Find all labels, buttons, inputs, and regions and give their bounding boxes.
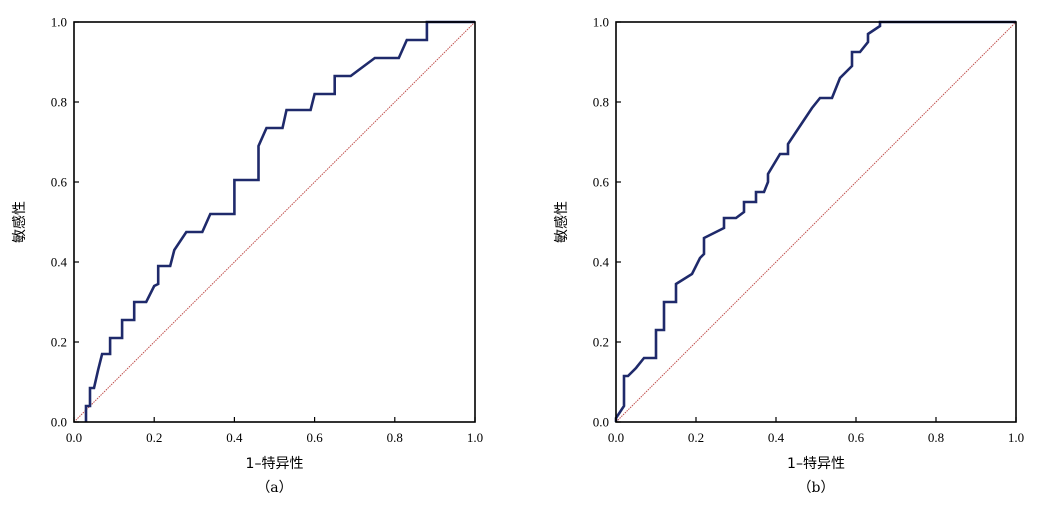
y-tick-label: 0.8 [51, 95, 67, 110]
y-axis-label: 敏感性 [553, 201, 570, 243]
x-tick-label: 0.4 [768, 430, 785, 445]
x-tick-label: 0.4 [226, 430, 243, 445]
chart-panel-b: 0.0 0.2 0.4 0.6 0.8 1.0 0.0 0.2 0.4 0.6 0.8 1.0 1–特异… [553, 15, 1024, 497]
y-tick-label: 0.6 [593, 175, 610, 190]
reference-diagonal-line [615, 21, 1017, 423]
y-tick-label: 0.2 [593, 335, 609, 350]
y-tick-label: 1.0 [593, 15, 609, 30]
plot-frame [615, 21, 1017, 423]
roc-curve-line [84, 20, 475, 422]
x-tick-label: 0.0 [66, 430, 82, 445]
x-axis-label: 1–特异性 [246, 456, 304, 472]
x-tick-label: 0.6 [306, 430, 323, 445]
x-tick-label: 1.0 [467, 430, 483, 445]
x-tick-label: 0.0 [608, 430, 624, 445]
plot-frame [73, 21, 476, 423]
x-tick-label: 0.6 [848, 430, 865, 445]
y-tick-label: 0.4 [593, 255, 610, 270]
y-tick-label: 0.6 [51, 175, 68, 190]
x-tick-label: 0.8 [928, 430, 944, 445]
y-tick-label: 1.0 [51, 15, 67, 30]
x-tick-label: 1.0 [1008, 430, 1024, 445]
reference-diagonal-line [73, 21, 476, 423]
y-tick-label: 0.0 [51, 415, 67, 430]
y-tick-label: 0.8 [593, 95, 609, 110]
roc-curve-line [614, 20, 1016, 422]
y-tick-label: 0.0 [593, 415, 609, 430]
y-tick-label: 0.4 [51, 255, 68, 270]
x-axis-label: 1–特异性 [787, 456, 845, 472]
y-axis-label: 敏感性 [11, 201, 28, 243]
x-tick-label: 0.2 [688, 430, 704, 445]
x-tick-label: 0.8 [387, 430, 403, 445]
panel-caption: （b） [798, 480, 835, 496]
panel-caption: （a） [256, 480, 292, 496]
x-tick-label: 0.2 [146, 430, 162, 445]
y-tick-label: 0.2 [51, 335, 67, 350]
chart-panel-a: 0.0 0.2 0.4 0.6 0.8 1.0 0.0 0.2 0.4 0.6 0.8 1.0 1–特异… [11, 15, 483, 497]
